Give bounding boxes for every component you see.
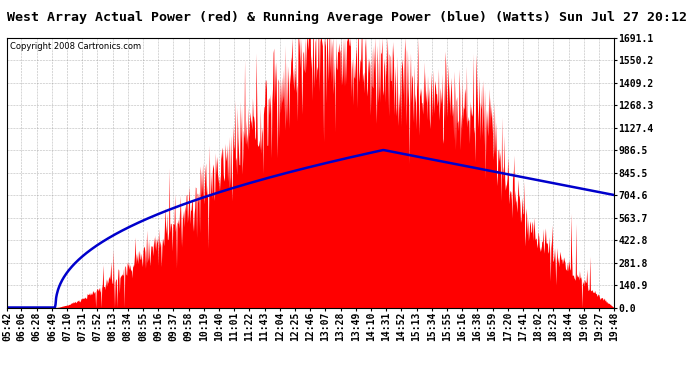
Text: West Array Actual Power (red) & Running Average Power (blue) (Watts) Sun Jul 27 : West Array Actual Power (red) & Running …: [7, 11, 687, 24]
Text: Copyright 2008 Cartronics.com: Copyright 2008 Cartronics.com: [10, 42, 141, 51]
